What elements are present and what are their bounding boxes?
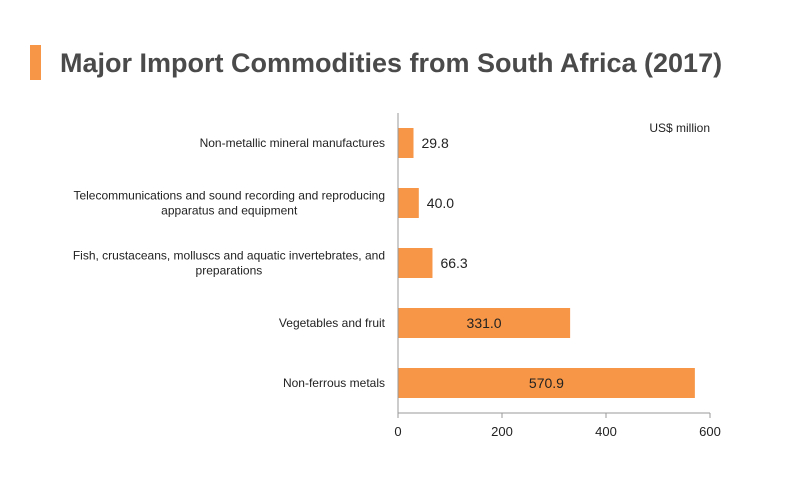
bar-1 xyxy=(398,188,419,218)
chart-title: Major Import Commodities from South Afri… xyxy=(60,48,723,78)
category-label-line: Vegetables and fruit xyxy=(279,316,386,330)
value-label-2: 66.3 xyxy=(440,255,467,271)
value-label-0: 29.8 xyxy=(421,135,448,151)
value-label-3: 331.0 xyxy=(467,315,502,331)
category-label-line: Fish, crustaceans, molluscs and aquatic … xyxy=(73,249,385,263)
category-label-3: Vegetables and fruit xyxy=(279,316,386,330)
value-label-1: 40.0 xyxy=(427,195,454,211)
bar-2 xyxy=(398,248,433,278)
bars-group: 29.8 40.0 66.3 331.0 570.9 xyxy=(398,128,695,398)
category-label-2: Fish, crustaceans, molluscs and aquatic … xyxy=(73,249,385,278)
category-label-line: apparatus and equipment xyxy=(161,204,298,218)
bar-4 xyxy=(398,368,695,398)
axis-group: Non-metallic mineral manufactures Telecom… xyxy=(73,113,721,439)
category-label-line: Non-ferrous metals xyxy=(283,376,385,390)
category-label-line: Non-metallic mineral manufactures xyxy=(200,136,385,150)
unit-label: US$ million xyxy=(649,121,710,135)
category-label-line: Telecommunications and sound recording a… xyxy=(73,189,385,203)
x-tick-label-2: 400 xyxy=(595,424,617,439)
bar-3 xyxy=(398,308,571,338)
x-tick-label-1: 200 xyxy=(491,424,513,439)
category-label-0: Non-metallic mineral manufactures xyxy=(200,136,385,150)
x-tick-label-0: 0 xyxy=(394,424,401,439)
bar-0 xyxy=(398,128,414,158)
category-label-4: Non-ferrous metals xyxy=(283,376,385,390)
title-accent-bar xyxy=(30,45,41,80)
category-label-line: preparations xyxy=(196,264,263,278)
x-tick-label-3: 600 xyxy=(699,424,721,439)
category-label-1: Telecommunications and sound recording a… xyxy=(73,189,385,218)
value-label-4: 570.9 xyxy=(529,375,564,391)
